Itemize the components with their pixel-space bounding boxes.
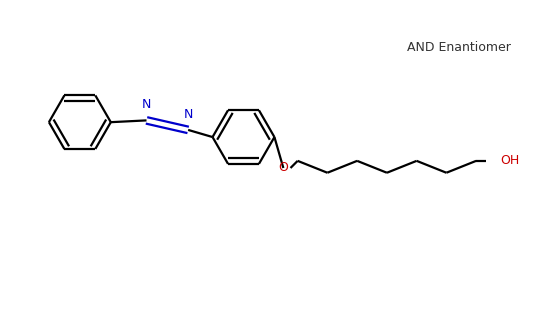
Text: N: N (183, 108, 193, 121)
Text: N: N (142, 99, 151, 111)
Text: OH: OH (500, 154, 519, 167)
Text: O: O (279, 161, 289, 174)
Text: AND Enantiomer: AND Enantiomer (407, 41, 511, 54)
